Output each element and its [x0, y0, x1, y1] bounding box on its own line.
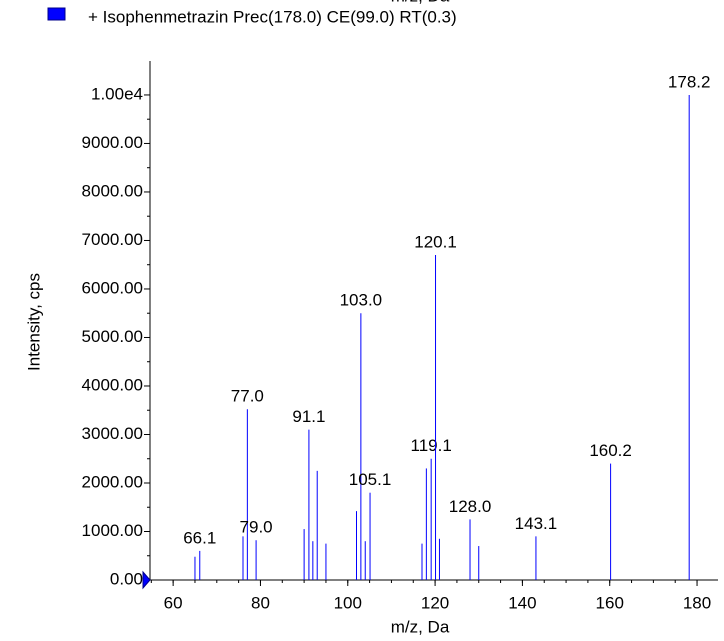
y-tick-label: 7000.00 — [82, 230, 143, 249]
y-tick-label: 5000.00 — [82, 327, 143, 346]
y-tick-label: 2000.00 — [82, 472, 143, 491]
y-tick-label: 3000.00 — [82, 424, 143, 443]
x-axis-label: m/z, Da — [391, 617, 450, 636]
x-tick-label: 180 — [683, 593, 711, 612]
x-tick-label: 60 — [164, 593, 183, 612]
peak-label: 66.1 — [183, 528, 216, 547]
peak-label: 77.0 — [231, 387, 264, 406]
y-axis-label: Intensity, cps — [24, 273, 43, 371]
top-axis-label: m/z, Da — [391, 0, 450, 5]
y-tick-label: 6000.00 — [82, 278, 143, 297]
y-tick-label: 0.00 — [110, 569, 143, 588]
x-tick-label: 140 — [508, 593, 536, 612]
peak-label: 160.2 — [589, 441, 632, 460]
y-tick-label: 1000.00 — [82, 521, 143, 540]
y-tick-label: 8000.00 — [82, 181, 143, 200]
peak-label: 79.0 — [240, 518, 273, 537]
peak-label: 178.2 — [668, 72, 711, 91]
peak-label: 91.1 — [292, 407, 325, 426]
peak-label: 105.1 — [349, 470, 392, 489]
origin-marker — [142, 570, 151, 590]
y-tick-label: 9000.00 — [82, 133, 143, 152]
legend-swatch — [47, 7, 66, 21]
peak-label: 143.1 — [515, 514, 558, 533]
peak-label: 120.1 — [414, 233, 457, 252]
legend-label: + Isophenmetrazin Prec(178.0) CE(99.0) R… — [88, 7, 457, 26]
peak-label: 103.0 — [340, 291, 383, 310]
x-tick-label: 160 — [596, 593, 624, 612]
peak-label: 119.1 — [411, 436, 452, 455]
peak-label: 128.0 — [449, 497, 492, 516]
y-tick-label: 4000.00 — [82, 375, 143, 394]
x-tick-label: 100 — [334, 593, 362, 612]
y-tick-label: 1.00e4 — [91, 84, 143, 103]
x-tick-label: 120 — [421, 593, 449, 612]
x-tick-label: 80 — [251, 593, 270, 612]
